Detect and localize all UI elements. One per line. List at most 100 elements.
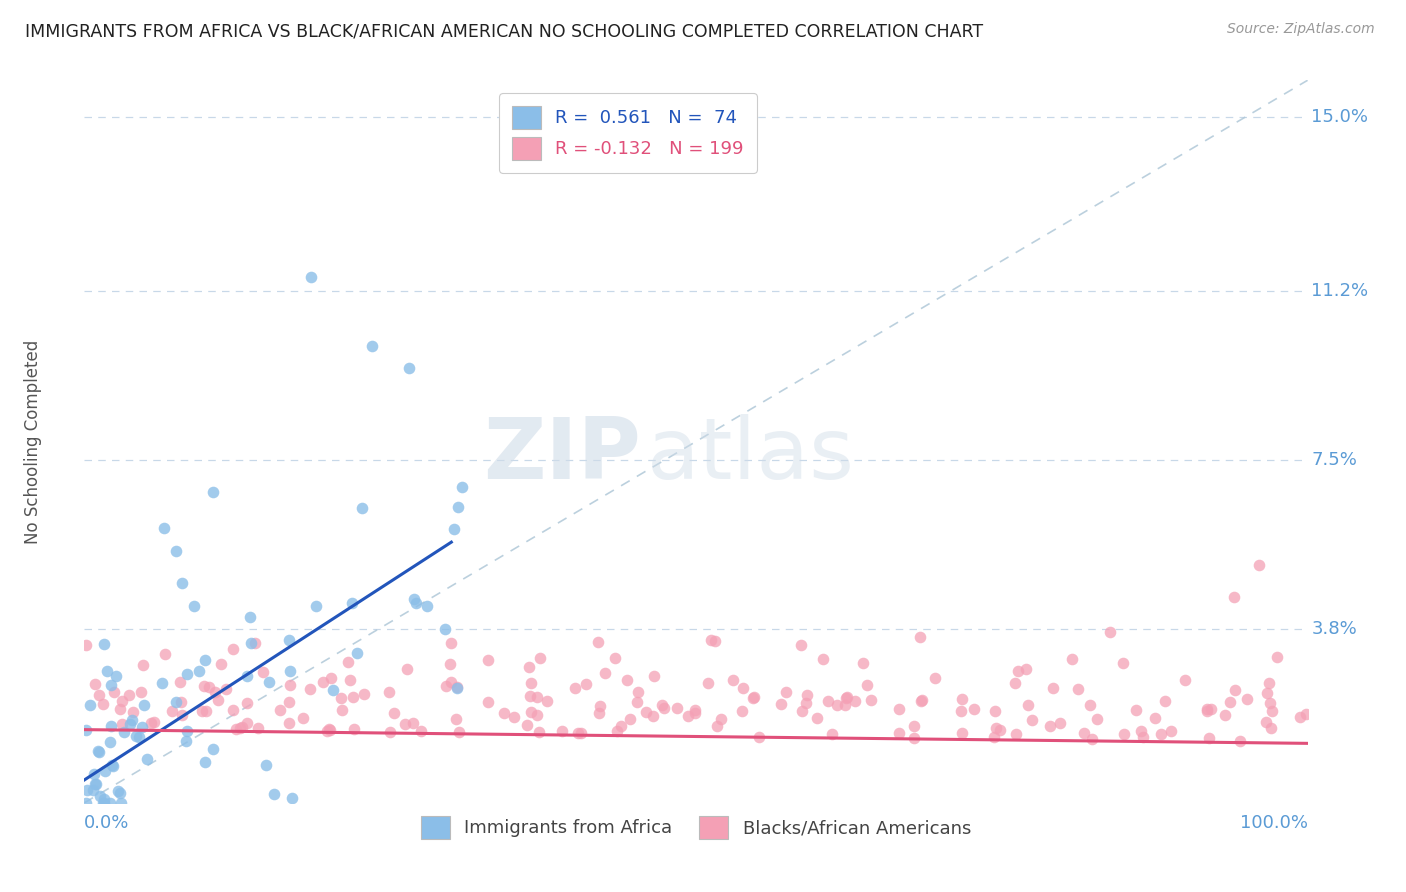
Point: [910, 694, 932, 708]
Point: [111, 716, 134, 731]
Point: [277, 715, 299, 730]
Point: [626, 695, 648, 709]
Point: [903, 719, 925, 733]
Point: [201, 742, 224, 756]
Point: [398, 361, 420, 376]
Point: [339, 673, 361, 688]
Point: [1213, 707, 1236, 722]
Point: [519, 690, 541, 704]
Point: [1265, 650, 1288, 665]
Point: [231, 720, 253, 734]
Point: [75, 638, 97, 652]
Legend: Immigrants from Africa, Blacks/African Americans: Immigrants from Africa, Blacks/African A…: [412, 806, 980, 848]
Point: [835, 690, 858, 705]
Point: [986, 722, 1008, 736]
Point: [411, 724, 433, 739]
Text: 15.0%: 15.0%: [1312, 108, 1368, 126]
Point: [643, 669, 665, 683]
Point: [605, 651, 627, 665]
Point: [834, 698, 856, 713]
Point: [278, 678, 301, 692]
Point: [908, 630, 931, 644]
Point: [852, 656, 875, 670]
Point: [131, 658, 153, 673]
Point: [1144, 711, 1167, 725]
Point: [477, 653, 499, 667]
Point: [1154, 694, 1177, 708]
Point: [174, 733, 197, 747]
Point: [110, 786, 132, 800]
Point: [911, 693, 934, 707]
Point: [1174, 673, 1197, 687]
Point: [172, 576, 194, 591]
Text: 3.8%: 3.8%: [1312, 620, 1357, 638]
Point: [382, 706, 405, 721]
Point: [89, 789, 111, 803]
Point: [706, 719, 728, 733]
Point: [222, 642, 245, 657]
Point: [492, 706, 515, 721]
Point: [103, 685, 125, 699]
Point: [246, 721, 269, 735]
Point: [652, 701, 675, 715]
Point: [82, 783, 104, 797]
Point: [683, 703, 706, 717]
Point: [93, 796, 115, 810]
Point: [1021, 713, 1043, 727]
Point: [1111, 656, 1133, 670]
Point: [619, 712, 641, 726]
Point: [131, 720, 153, 734]
Point: [1195, 702, 1218, 716]
Point: [330, 690, 353, 705]
Point: [1007, 664, 1029, 678]
Point: [1236, 691, 1258, 706]
Point: [742, 690, 765, 704]
Point: [360, 338, 382, 352]
Point: [194, 756, 217, 770]
Point: [191, 704, 214, 718]
Text: atlas: atlas: [647, 415, 855, 498]
Point: [278, 664, 301, 678]
Point: [96, 664, 118, 678]
Point: [263, 787, 285, 801]
Point: [434, 679, 457, 693]
Point: [1132, 730, 1154, 744]
Point: [704, 633, 727, 648]
Point: [194, 653, 217, 667]
Point: [775, 685, 797, 699]
Point: [520, 676, 543, 690]
Point: [665, 701, 688, 715]
Point: [98, 796, 121, 810]
Point: [75, 723, 97, 737]
Point: [575, 677, 598, 691]
Point: [194, 704, 217, 718]
Point: [837, 690, 859, 705]
Point: [100, 678, 122, 692]
Point: [1078, 698, 1101, 713]
Text: 7.5%: 7.5%: [1312, 450, 1357, 469]
Point: [176, 724, 198, 739]
Point: [516, 718, 538, 732]
Text: IMMIGRANTS FROM AFRICA VS BLACK/AFRICAN AMERICAN NO SCHOOLING COMPLETED CORRELAT: IMMIGRANTS FROM AFRICA VS BLACK/AFRICAN …: [25, 22, 983, 40]
Point: [731, 681, 754, 695]
Point: [1049, 716, 1071, 731]
Point: [353, 687, 375, 701]
Point: [204, 685, 226, 699]
Point: [197, 680, 219, 694]
Point: [1254, 714, 1277, 729]
Point: [98, 735, 121, 749]
Text: No Schooling Completed: No Schooling Completed: [24, 340, 42, 543]
Point: [93, 791, 115, 805]
Point: [193, 679, 215, 693]
Point: [1160, 724, 1182, 739]
Point: [1229, 734, 1251, 748]
Point: [176, 667, 198, 681]
Point: [79, 698, 101, 712]
Point: [527, 724, 550, 739]
Point: [305, 599, 328, 613]
Point: [1258, 676, 1281, 690]
Point: [87, 689, 110, 703]
Point: [120, 717, 142, 731]
Point: [806, 710, 828, 724]
Point: [405, 596, 427, 610]
